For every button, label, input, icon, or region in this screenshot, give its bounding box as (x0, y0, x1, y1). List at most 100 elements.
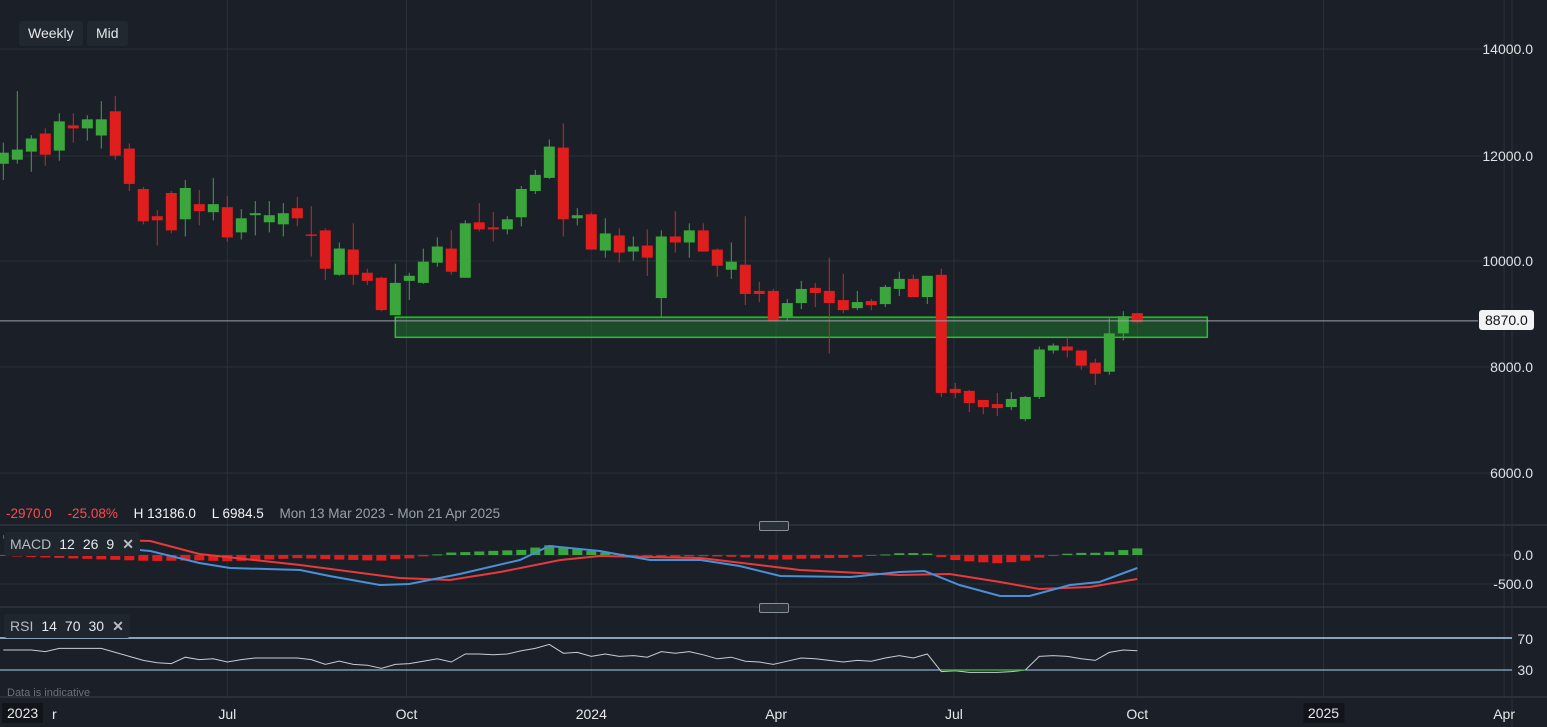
macd-histogram-bar (250, 555, 261, 561)
macd-histogram-bar (782, 555, 793, 560)
x-tick-label: Oct (1126, 706, 1149, 722)
candle-body (179, 187, 191, 220)
macd-histogram-bar (138, 555, 149, 561)
x-tick-label: Apr (1493, 706, 1515, 722)
macd-y-tick: 0.0 (1513, 547, 1533, 563)
candle-body (613, 235, 625, 253)
candle-body (473, 222, 485, 230)
info-bar: -2970.0 -25.08% H 13186.0 L 6984.5 Mon 1… (6, 506, 512, 521)
macd-histogram-bar (306, 555, 317, 559)
macd-histogram-bar (474, 551, 485, 555)
macd-histogram-bar (936, 555, 947, 558)
price-type-button[interactable]: Mid (87, 21, 128, 46)
macd-histogram-bar (334, 555, 345, 560)
macd-histogram-bar (698, 555, 709, 557)
candle-body (1033, 349, 1045, 397)
x-tick-label: 2024 (575, 706, 607, 722)
pane-resize-handle[interactable] (759, 603, 789, 613)
macd-histogram-bar (180, 555, 191, 561)
rsi-param[interactable]: 14 (41, 618, 57, 634)
close-icon[interactable]: ✕ (112, 618, 124, 634)
macd-param[interactable]: 12 (59, 536, 75, 552)
support-zone (394, 316, 1209, 339)
candle-body (1103, 333, 1115, 372)
candle-body (669, 236, 681, 243)
candle-body (627, 246, 639, 252)
candle-body (991, 404, 1003, 409)
macd-param[interactable]: 9 (106, 536, 115, 552)
macd-histogram-bar (1062, 553, 1073, 555)
rsi-param[interactable]: 70 (64, 618, 81, 634)
candle-body (123, 148, 135, 184)
macd-legend-name: MACD (10, 536, 52, 552)
candle-body (403, 275, 415, 281)
rsi-param[interactable]: 30 (88, 618, 105, 634)
macd-histogram-bar (1118, 550, 1129, 555)
candle-body (109, 111, 121, 156)
candle-body (221, 207, 233, 238)
interval-button[interactable]: Weekly (19, 21, 83, 46)
macd-histogram-bar (586, 550, 597, 555)
macd-histogram-bar (684, 555, 695, 557)
candle-body (305, 234, 317, 236)
macd-histogram-bar (502, 550, 513, 555)
candle-body (67, 125, 79, 129)
candle-body (823, 290, 835, 304)
macd-histogram-bar (558, 547, 569, 555)
candle-body (809, 287, 821, 293)
rsi-y-tick: 30 (1517, 662, 1533, 678)
rsi-legend-name: RSI (10, 618, 34, 634)
macd-histogram-bar (922, 553, 933, 555)
macd-histogram-bar (292, 555, 303, 559)
macd-line (3, 536, 1138, 597)
y-tick-label: 6000.0 (1490, 465, 1533, 481)
y-tick-label: 8000.0 (1490, 359, 1533, 375)
macd-histogram-bar (740, 555, 751, 558)
macd-histogram-bar (390, 555, 401, 560)
candle-body (879, 286, 891, 305)
rsi-legend: RSI 14 70 30 ✕ (4, 614, 130, 638)
candle-body (725, 261, 737, 270)
macd-histogram-bar (516, 549, 527, 555)
macd-histogram-bar (82, 555, 93, 559)
macd-param[interactable]: 26 (82, 536, 99, 552)
macd-histogram-bar (40, 555, 51, 558)
macd-histogram-bar (768, 555, 779, 560)
rsi-y-tick: 70 (1517, 631, 1533, 647)
candle-body (585, 214, 597, 250)
candle-body (11, 149, 23, 160)
macd-histogram-bar (838, 555, 849, 558)
candle-body (515, 188, 527, 218)
rsi-line (3, 643, 1138, 673)
macd-histogram-bar (824, 555, 835, 559)
current-price-tag: 8870.0 (1479, 310, 1534, 330)
macd-histogram-bar (264, 555, 275, 560)
candle-body (53, 121, 65, 151)
macd-histogram-bar (460, 552, 471, 555)
macd-histogram-bar (810, 555, 821, 559)
macd-histogram-bar (950, 555, 961, 561)
macd-histogram-bar (852, 555, 863, 558)
candle-body (0, 152, 9, 164)
candle-body (249, 213, 261, 216)
candle-body (1117, 316, 1129, 334)
candle-body (193, 204, 205, 212)
macd-histogram-bar (376, 555, 387, 561)
macd-histogram-bar (530, 547, 541, 555)
macd-histogram-bar (348, 555, 359, 560)
candle-body (1131, 313, 1143, 323)
candle-body (529, 174, 541, 191)
macd-histogram-bar (880, 554, 891, 556)
macd-histogram-bar (656, 555, 667, 557)
candle-body (1005, 398, 1017, 408)
y-tick-label: 10000.0 (1482, 253, 1533, 269)
macd-histogram-bar (628, 555, 639, 556)
candle-body (333, 248, 345, 275)
pane-resize-handle[interactable] (759, 521, 789, 531)
macd-legend: MACD 12 26 9 ✕ (4, 532, 140, 556)
close-icon[interactable]: ✕ (122, 536, 134, 552)
macd-histogram-bar (908, 553, 919, 555)
macd-histogram-bar (978, 555, 989, 563)
date-range: Mon 13 Mar 2023 - Mon 21 Apr 2025 (279, 506, 501, 521)
